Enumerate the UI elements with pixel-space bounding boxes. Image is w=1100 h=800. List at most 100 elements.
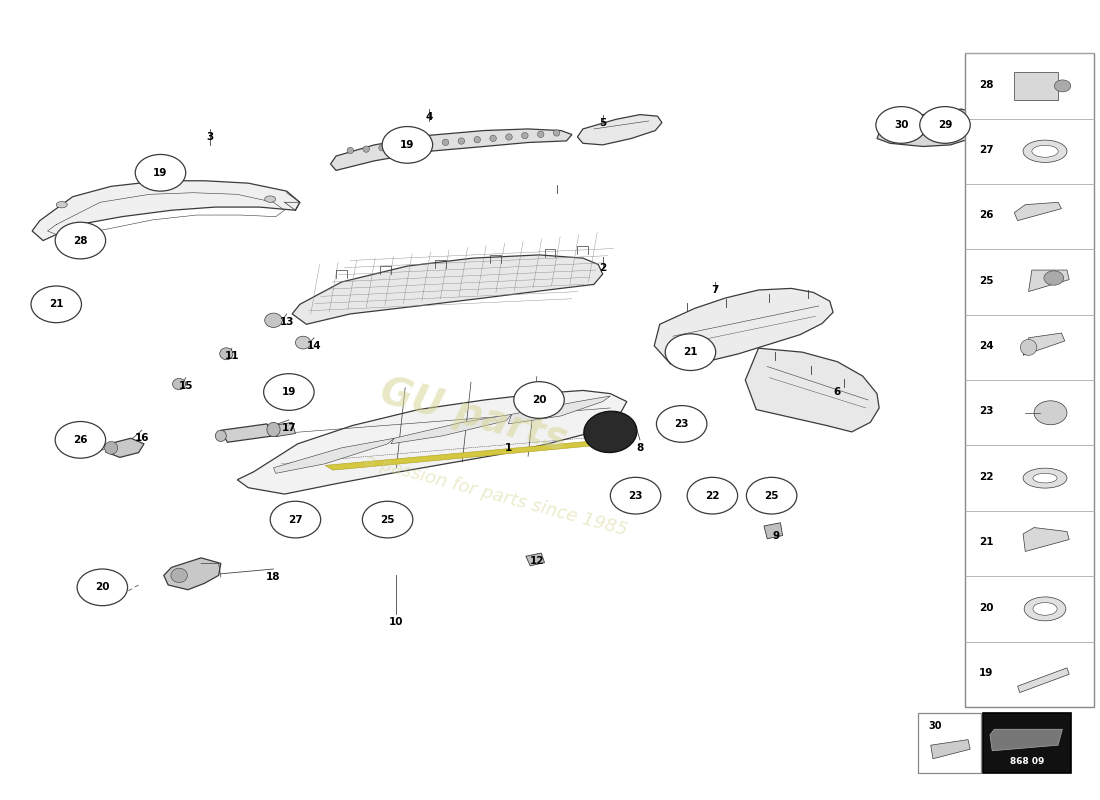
- Ellipse shape: [458, 138, 464, 144]
- Text: 18: 18: [266, 572, 280, 582]
- Ellipse shape: [410, 142, 417, 148]
- Circle shape: [876, 106, 926, 143]
- Ellipse shape: [506, 134, 513, 140]
- Text: 6: 6: [834, 387, 842, 397]
- Ellipse shape: [925, 128, 932, 134]
- Polygon shape: [164, 558, 221, 590]
- Polygon shape: [32, 181, 300, 241]
- Circle shape: [55, 422, 106, 458]
- Polygon shape: [1018, 668, 1069, 693]
- Ellipse shape: [265, 313, 283, 327]
- Text: 8: 8: [636, 443, 644, 453]
- Ellipse shape: [265, 196, 276, 202]
- Ellipse shape: [966, 122, 972, 128]
- FancyBboxPatch shape: [965, 54, 1094, 707]
- Ellipse shape: [1054, 80, 1070, 92]
- Text: 25: 25: [381, 514, 395, 525]
- Circle shape: [362, 502, 412, 538]
- Ellipse shape: [1033, 474, 1057, 483]
- Ellipse shape: [220, 348, 233, 360]
- Circle shape: [920, 106, 970, 143]
- Circle shape: [514, 382, 564, 418]
- Polygon shape: [331, 129, 572, 170]
- Text: 24: 24: [979, 341, 993, 351]
- Ellipse shape: [938, 126, 945, 131]
- Ellipse shape: [395, 143, 402, 150]
- Circle shape: [747, 478, 796, 514]
- Polygon shape: [990, 730, 1063, 750]
- Ellipse shape: [56, 202, 67, 208]
- Ellipse shape: [1024, 597, 1066, 621]
- Ellipse shape: [296, 336, 311, 349]
- Ellipse shape: [474, 137, 481, 143]
- Text: 1: 1: [505, 443, 512, 453]
- Circle shape: [382, 126, 432, 163]
- Text: 28: 28: [979, 79, 993, 90]
- Ellipse shape: [170, 568, 187, 582]
- Text: 28: 28: [73, 235, 88, 246]
- Text: 26: 26: [73, 435, 88, 445]
- Ellipse shape: [1023, 140, 1067, 162]
- Text: 868 09: 868 09: [1010, 758, 1045, 766]
- Ellipse shape: [378, 145, 385, 151]
- Polygon shape: [1014, 202, 1062, 221]
- Polygon shape: [274, 438, 394, 474]
- Ellipse shape: [346, 147, 353, 154]
- Text: 21: 21: [683, 347, 697, 357]
- Ellipse shape: [363, 146, 370, 152]
- Circle shape: [135, 154, 186, 191]
- Text: 21: 21: [50, 299, 64, 310]
- Text: 25: 25: [979, 276, 993, 286]
- Text: a passion for parts since 1985: a passion for parts since 1985: [362, 452, 629, 539]
- Ellipse shape: [267, 422, 280, 437]
- Text: 16: 16: [134, 434, 150, 443]
- Polygon shape: [390, 414, 512, 444]
- Circle shape: [271, 502, 321, 538]
- Text: 21: 21: [979, 537, 993, 547]
- Ellipse shape: [1023, 468, 1067, 488]
- Ellipse shape: [173, 378, 186, 390]
- Ellipse shape: [1021, 339, 1037, 355]
- Text: 23: 23: [674, 419, 689, 429]
- Polygon shape: [526, 553, 544, 566]
- Text: 20: 20: [95, 582, 110, 592]
- Circle shape: [657, 406, 707, 442]
- Text: 2: 2: [600, 263, 606, 274]
- Polygon shape: [293, 255, 603, 324]
- Text: 25: 25: [764, 490, 779, 501]
- Text: 3: 3: [206, 132, 213, 142]
- FancyBboxPatch shape: [917, 714, 981, 773]
- Ellipse shape: [538, 131, 544, 138]
- Text: 15: 15: [178, 381, 192, 390]
- Text: 19: 19: [153, 168, 167, 178]
- Polygon shape: [746, 348, 879, 432]
- Polygon shape: [106, 438, 144, 458]
- Text: 7: 7: [711, 285, 718, 295]
- FancyBboxPatch shape: [1014, 71, 1058, 100]
- Text: 30: 30: [894, 120, 909, 130]
- Polygon shape: [877, 109, 983, 146]
- Text: 19: 19: [400, 140, 415, 150]
- Ellipse shape: [553, 130, 560, 136]
- Polygon shape: [238, 390, 627, 494]
- Text: 17: 17: [282, 423, 296, 433]
- FancyBboxPatch shape: [983, 714, 1071, 773]
- Text: 12: 12: [529, 556, 544, 566]
- Circle shape: [688, 478, 738, 514]
- Text: 26: 26: [979, 210, 993, 220]
- Text: 14: 14: [307, 341, 321, 350]
- Polygon shape: [326, 440, 614, 470]
- Ellipse shape: [898, 132, 904, 138]
- Circle shape: [610, 478, 661, 514]
- Ellipse shape: [216, 430, 227, 442]
- Text: 22: 22: [705, 490, 719, 501]
- Ellipse shape: [1034, 401, 1067, 425]
- Text: 20: 20: [979, 602, 993, 613]
- Ellipse shape: [912, 130, 918, 135]
- Text: 13: 13: [279, 317, 294, 327]
- Ellipse shape: [521, 133, 528, 139]
- Text: 5: 5: [600, 118, 606, 127]
- Text: 30: 30: [928, 722, 942, 731]
- Text: 27: 27: [288, 514, 302, 525]
- Circle shape: [31, 286, 81, 322]
